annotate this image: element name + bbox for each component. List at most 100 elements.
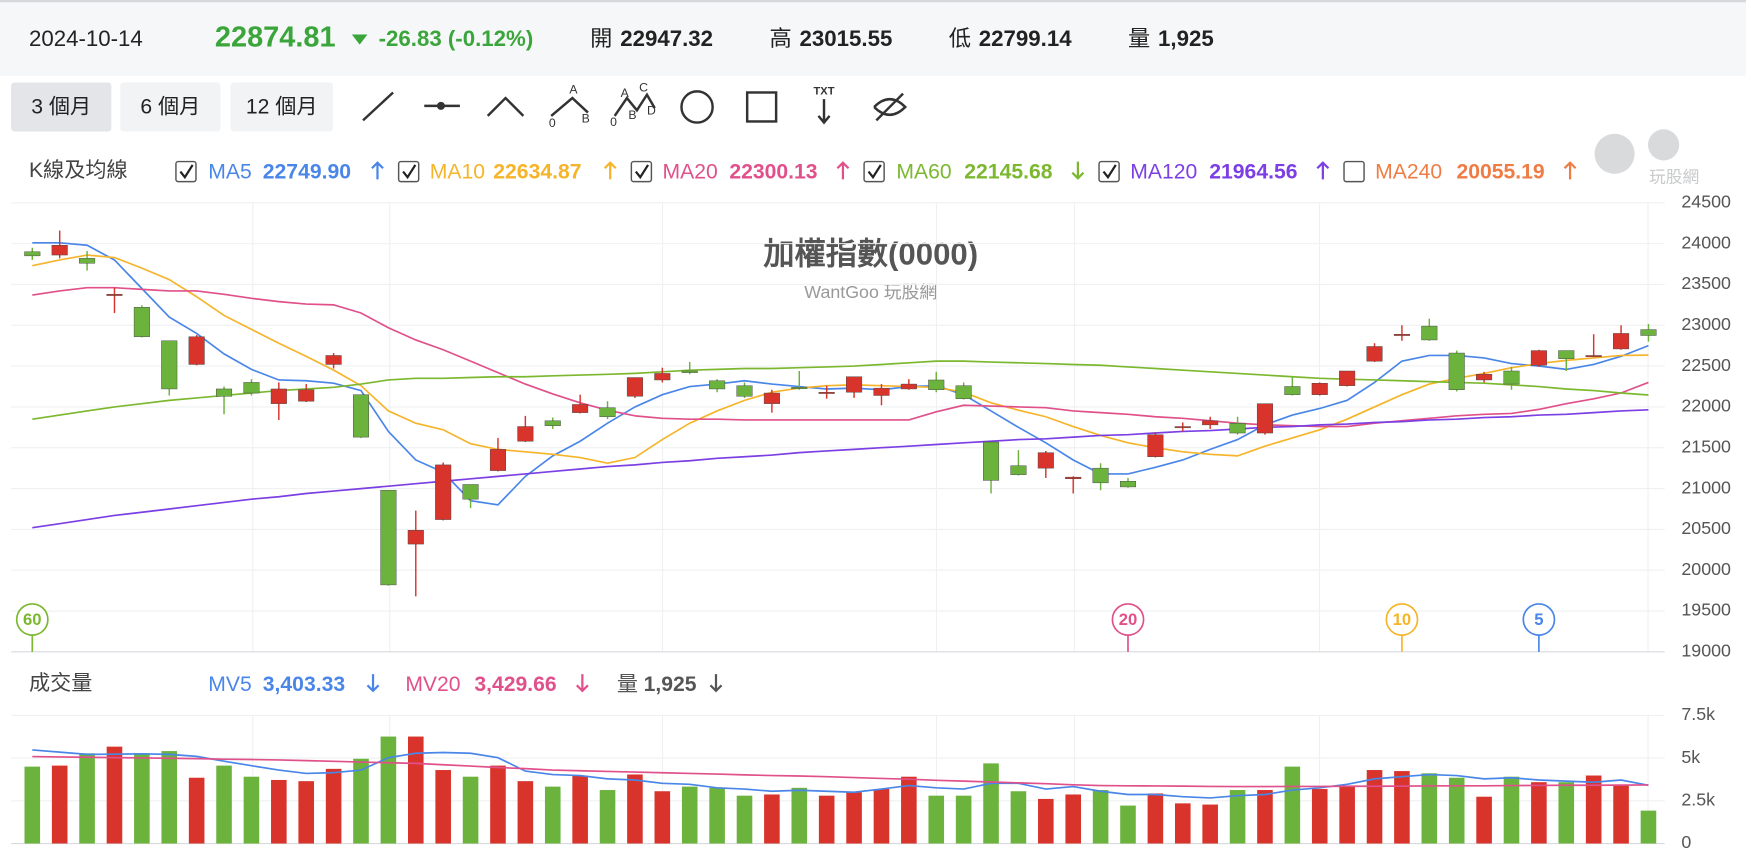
volume-bar (188, 777, 205, 844)
volume-bar (709, 787, 725, 844)
range-label[interactable]: 3 個月 (31, 95, 91, 119)
volume-bar (1585, 775, 1602, 844)
candle-body (106, 294, 123, 296)
candle-body (599, 407, 616, 417)
volume-bar (435, 770, 451, 844)
legend-checkbox[interactable] (1098, 160, 1120, 183)
candle-body (818, 391, 835, 394)
candle-body (1339, 370, 1356, 386)
range-label[interactable]: 12 個月 (246, 95, 318, 119)
angle-tool[interactable] (486, 96, 525, 117)
trend-arrow (603, 161, 617, 180)
candle-body (435, 464, 452, 520)
candle-body (1613, 333, 1630, 350)
range-label[interactable]: 6 個月 (140, 95, 200, 119)
logo-shape (1594, 133, 1635, 174)
candle-body (298, 389, 315, 402)
volume-bar (873, 789, 890, 844)
candle-body (133, 307, 150, 337)
date: 2024-10-14 (29, 26, 143, 51)
drawing-tools[interactable] (362, 90, 908, 125)
candle-body (1229, 423, 1246, 434)
hide-tool[interactable] (873, 92, 908, 122)
volume-bar (1284, 766, 1301, 844)
candle-body (983, 441, 1000, 481)
range-button[interactable] (11, 82, 112, 132)
legend-value: 22145.68 (964, 160, 1052, 183)
range-button[interactable] (120, 82, 221, 132)
legend-checkbox[interactable] (630, 160, 653, 183)
legend-name: MV20 (405, 673, 460, 696)
volume-bar (1092, 790, 1109, 844)
candle-body (1585, 355, 1602, 358)
legend-checkbox[interactable] (397, 160, 420, 183)
candle-body (243, 382, 260, 394)
candle-body (216, 388, 233, 397)
low-label: 低 (949, 26, 971, 51)
candle-body (1284, 386, 1301, 395)
volume-bar (1339, 786, 1355, 844)
volume-bar (325, 768, 342, 844)
candle-body (79, 258, 96, 264)
tool-letter: A (621, 86, 630, 100)
legend-name: MA120 (1130, 160, 1197, 183)
y-tick-label: 22000 (1681, 396, 1731, 416)
rect-tool[interactable] (745, 91, 778, 123)
candle-body (1092, 467, 1109, 484)
candle-body (380, 489, 397, 586)
tool-letter: 0 (549, 116, 556, 130)
volume-bar (298, 781, 315, 844)
trend-arrow (1316, 161, 1330, 180)
abcd-tool[interactable] (613, 92, 656, 117)
legend-name: MA240 (1375, 160, 1442, 183)
ma-window-label: 60 (23, 610, 42, 629)
candle-body (270, 388, 287, 404)
candle-body (188, 336, 205, 365)
volume-bar (106, 746, 123, 844)
range-button[interactable] (230, 82, 333, 132)
trend-arrow (366, 674, 380, 693)
volume-bar (1065, 794, 1082, 844)
last-price: 22874.81 (215, 22, 336, 54)
candle-body (1530, 350, 1547, 366)
text-tool[interactable] (817, 99, 831, 125)
legend-checkbox[interactable] (863, 160, 885, 183)
volume-value: 1,925 (1158, 26, 1214, 51)
candle-body (709, 380, 726, 390)
candle-body (626, 377, 643, 397)
header-bar (0, 0, 1746, 76)
candle-body (1558, 350, 1575, 359)
ma-line (32, 286, 1649, 428)
candle-body (325, 355, 342, 365)
volume-bar (517, 781, 534, 844)
volume-bar (1366, 770, 1383, 844)
candle-body (900, 383, 917, 390)
trend-arrow (371, 161, 384, 180)
trend-arrow (1071, 161, 1085, 180)
volume-bar (24, 766, 41, 844)
tool-letter: B (582, 111, 590, 125)
abc-tool[interactable] (550, 96, 589, 117)
volume-bar (1531, 782, 1547, 844)
volume-bar (846, 792, 862, 844)
legend-checkbox[interactable] (175, 160, 197, 183)
trendline-tool[interactable] (362, 91, 394, 122)
volume-bar (353, 758, 369, 844)
candle-body (544, 420, 561, 426)
candle-body (873, 387, 890, 396)
ma-line (32, 360, 1649, 421)
candle-body (407, 529, 424, 545)
candle-body (572, 404, 589, 413)
volume-bar (271, 779, 287, 844)
trend-arrow (1563, 161, 1577, 180)
legend-value: 21964.56 (1209, 160, 1297, 183)
legend-value: 20055.19 (1456, 160, 1544, 183)
legend-name: MA10 (430, 160, 485, 183)
candle-body (1366, 346, 1383, 362)
volume-bar (1394, 771, 1410, 844)
ma-window-label: 10 (1393, 610, 1412, 629)
candle-body (1503, 370, 1520, 385)
circle-tool[interactable] (680, 90, 714, 124)
legend-checkbox[interactable] (1343, 160, 1365, 183)
